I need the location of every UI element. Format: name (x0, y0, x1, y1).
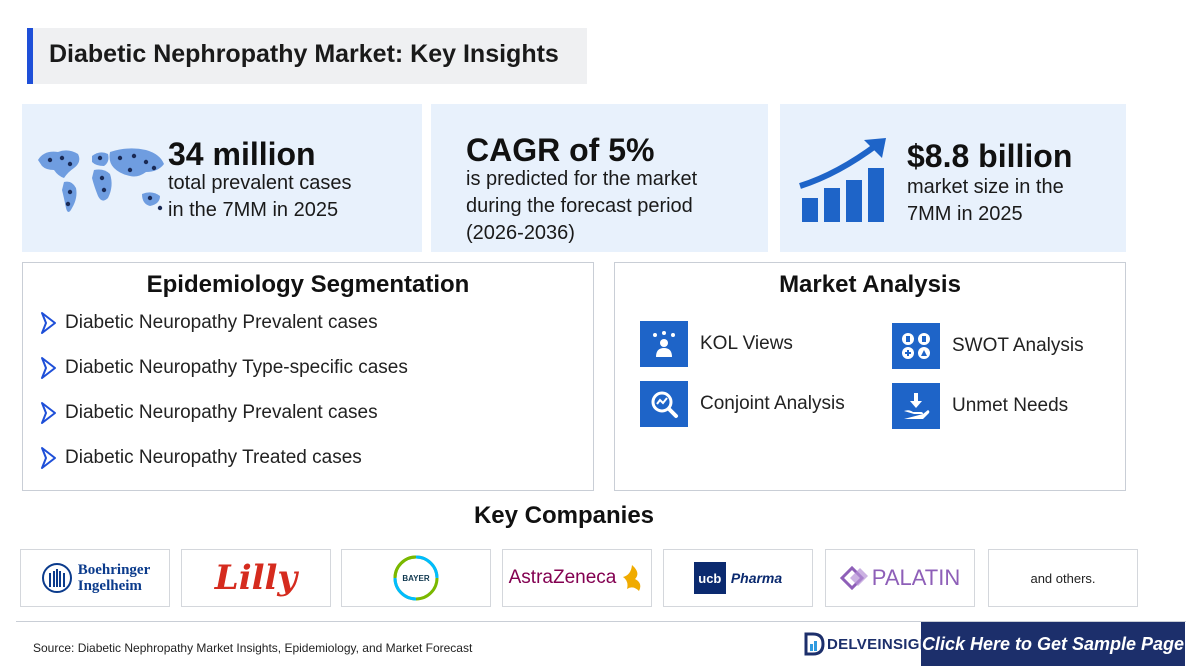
stat-headline: 34 million (168, 136, 316, 172)
list-item: Diabetic Neuropathy Prevalent cases (39, 401, 378, 425)
delveinsight-logo-icon (804, 632, 825, 656)
astrazeneca-logo-icon (623, 565, 641, 591)
world-map-icon (38, 148, 164, 212)
stat-description-line: is predicted for the market (466, 168, 698, 190)
epidemiology-heading: Epidemiology Segmentation (146, 271, 470, 298)
market-item-kol: KOL Views (640, 321, 793, 367)
logo-text: PALATIN (871, 565, 961, 590)
logo-boehringer-ingelheim: Boehringer Ingelheim (20, 549, 170, 607)
stat-description-line: in the 7MM in 2025 (168, 199, 339, 221)
stat-description-line: (2026-2036) (466, 222, 575, 244)
logo-astrazeneca: AstraZeneca (502, 549, 652, 607)
conjoint-icon (640, 381, 688, 427)
stat-description-line: total prevalent cases (168, 172, 352, 194)
logo-text: Lilly (214, 558, 298, 598)
page-title: Diabetic Nephropathy Market: Key Insight… (49, 40, 559, 68)
market-item-label: KOL Views (700, 333, 793, 354)
logo-lilly: Lilly (181, 549, 331, 607)
chevron-right-icon (41, 357, 56, 379)
footer-divider (16, 621, 1186, 622)
list-item-label: Diabetic Neuropathy Prevalent cases (65, 312, 378, 333)
market-item-unmet-needs: Unmet Needs (892, 383, 1068, 429)
logo-palatin: PALATIN (825, 549, 975, 607)
swot-icon (892, 323, 940, 369)
market-item-label: Conjoint Analysis (700, 393, 845, 414)
market-item-conjoint: Conjoint Analysis (640, 381, 845, 427)
list-item-label: Diabetic Neuropathy Treated cases (65, 447, 362, 468)
bayer-logo-icon: BAYER (393, 555, 439, 601)
chevron-right-icon (41, 312, 56, 334)
palatin-logo-icon (839, 566, 868, 590)
logo-text: AstraZeneca (508, 567, 617, 588)
list-item-label: Diabetic Neuropathy Prevalent cases (65, 402, 378, 423)
list-item-label: Diabetic Neuropathy Type-specific cases (65, 357, 408, 378)
epidemiology-panel: Epidemiology Segmentation Diabetic Neuro… (22, 262, 594, 491)
logo-others: and others. (988, 549, 1138, 607)
list-item: Diabetic Neuropathy Type-specific cases (39, 356, 408, 380)
chevron-right-icon (41, 447, 56, 469)
logo-bayer: BAYER (341, 549, 491, 607)
ucb-logo-box: ucb (693, 562, 726, 594)
list-item: Diabetic Neuropathy Treated cases (39, 446, 362, 470)
market-analysis-panel: Market Analysis KOL Views SWOT Analysis (614, 262, 1126, 491)
brand-name: DELVEINSIGHT (827, 635, 941, 653)
unmet-needs-icon (892, 383, 940, 429)
logo-text: Boehringer (77, 562, 151, 578)
stat-headline: CAGR of 5% (466, 132, 655, 168)
stat-cagr: CAGR of 5% is predicted for the market d… (431, 104, 768, 252)
get-sample-page-button[interactable]: Click Here to Get Sample Page (921, 622, 1185, 666)
logo-text: BAYER (402, 574, 429, 583)
key-companies-heading: Key Companies (473, 502, 655, 529)
kol-icon (640, 321, 688, 367)
logo-ucb-pharma: ucb Pharma (663, 549, 813, 607)
stat-description-line: market size in the (907, 176, 1064, 198)
stat-description-line: during the forecast period (466, 195, 693, 217)
boehringer-logo-icon (41, 563, 72, 593)
market-analysis-heading: Market Analysis (779, 271, 961, 298)
growth-chart-icon (799, 138, 886, 222)
market-item-swot: SWOT Analysis (892, 323, 1084, 369)
market-item-label: Unmet Needs (952, 395, 1069, 416)
stat-market-size: $8.8 billion market size in the 7MM in 2… (780, 104, 1126, 252)
others-text: and others. (1030, 570, 1096, 586)
chevron-right-icon (41, 402, 56, 424)
list-item: Diabetic Neuropathy Prevalent cases (39, 311, 378, 335)
stat-description-line: 7MM in 2025 (907, 203, 1023, 225)
stat-prevalent-cases: 34 million total prevalent cases in the … (22, 104, 422, 252)
source-text: Source: Diabetic Nephropathy Market Insi… (33, 641, 473, 655)
market-item-label: SWOT Analysis (952, 335, 1084, 356)
delveinsight-logo: DELVEINSIGHT (803, 628, 940, 660)
logo-text: Pharma (730, 570, 783, 586)
title-box: Diabetic Nephropathy Market: Key Insight… (27, 28, 587, 84)
logo-text: Ingelheim (77, 578, 142, 594)
stat-headline: $8.8 billion (907, 138, 1073, 174)
logo-text: ucb (698, 570, 722, 586)
